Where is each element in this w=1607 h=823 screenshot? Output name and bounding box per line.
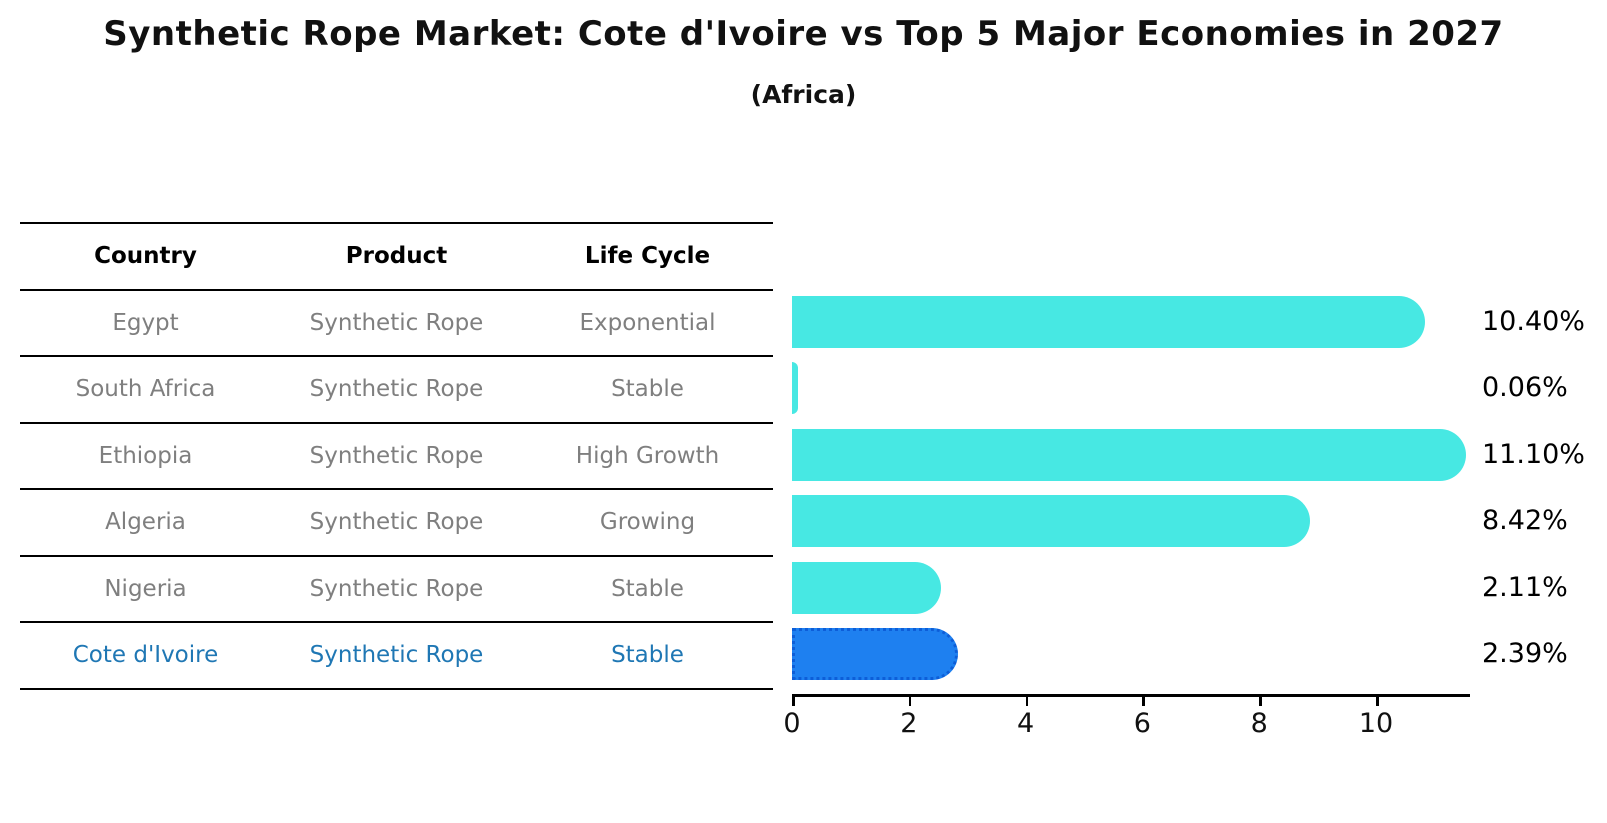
bar-value-label: 8.42%	[1482, 505, 1568, 537]
column-header-country: Country	[94, 243, 197, 270]
x-axis-tick	[908, 696, 912, 706]
cell-life-cycle: High Growth	[575, 442, 720, 469]
x-axis-tick	[1142, 696, 1145, 706]
cell-life-cycle: Exponential	[579, 309, 716, 336]
bar-egypt	[792, 295, 1426, 348]
x-axis-line	[792, 694, 1470, 697]
bar-value-label: 2.11%	[1482, 571, 1568, 603]
table-row: Ethiopia Synthetic Rope High Growth	[20, 424, 773, 490]
cell-product: Synthetic Rope	[309, 442, 484, 469]
cell-life-cycle: Stable	[611, 376, 684, 403]
table-header-row: Country Product Life Cycle	[20, 224, 773, 291]
cell-country: Nigeria	[104, 575, 187, 602]
bar-nigeria	[792, 561, 942, 614]
cell-product: Synthetic Rope	[309, 509, 484, 536]
table-row: Cote d'Ivoire Synthetic Rope Stable	[20, 623, 773, 690]
bar-ethiopia	[792, 428, 1467, 481]
cell-country: Egypt	[112, 309, 179, 336]
column-header-product: Product	[345, 243, 448, 270]
x-axis-tick	[1025, 696, 1029, 706]
chart-title: Synthetic Rope Market: Cote d'Ivoire vs …	[103, 14, 1504, 54]
column-header-life-cycle: Life Cycle	[584, 243, 711, 270]
comparison-table: Country Product Life Cycle Egypt Synthet…	[20, 222, 773, 690]
cell-country: Ethiopia	[98, 442, 193, 469]
bar-cote-d-ivoire	[792, 628, 958, 681]
cell-country: South Africa	[75, 376, 216, 403]
x-axis-tick-label: 0	[783, 708, 801, 739]
table-row: South Africa Synthetic Rope Stable	[20, 357, 773, 424]
cell-country: Cote d'Ivoire	[72, 642, 219, 669]
cell-life-cycle: Growing	[599, 509, 696, 536]
x-axis-tick	[792, 696, 795, 706]
table-row: Egypt Synthetic Rope Exponential	[20, 291, 773, 357]
bar-value-label: 10.40%	[1482, 305, 1585, 337]
x-axis-tick-label: 2	[900, 708, 918, 739]
x-axis-tick	[1259, 696, 1262, 706]
cell-product: Synthetic Rope	[309, 575, 484, 602]
x-axis-tick-label: 4	[1017, 708, 1035, 739]
x-axis-tick	[1376, 696, 1379, 706]
chart-subtitle: (Africa)	[750, 80, 857, 109]
cell-product: Synthetic Rope	[309, 376, 484, 403]
bar-value-label: 11.10%	[1482, 438, 1585, 470]
bar-south-africa	[792, 362, 798, 415]
x-axis-tick-label: 10	[1358, 708, 1394, 739]
cell-life-cycle: Stable	[611, 642, 684, 669]
cell-country: Algeria	[105, 509, 186, 536]
x-axis-tick-label: 8	[1250, 708, 1268, 739]
cell-life-cycle: Stable	[611, 575, 684, 602]
cell-product: Synthetic Rope	[309, 642, 484, 669]
table-row: Algeria Synthetic Rope Growing	[20, 490, 773, 557]
cell-product: Synthetic Rope	[309, 309, 484, 336]
table-row: Nigeria Synthetic Rope Stable	[20, 557, 773, 623]
x-axis-tick-label: 6	[1133, 708, 1151, 739]
bar-algeria	[792, 495, 1310, 548]
bar-value-label: 0.06%	[1482, 372, 1568, 404]
bar-value-label: 2.39%	[1482, 638, 1568, 670]
